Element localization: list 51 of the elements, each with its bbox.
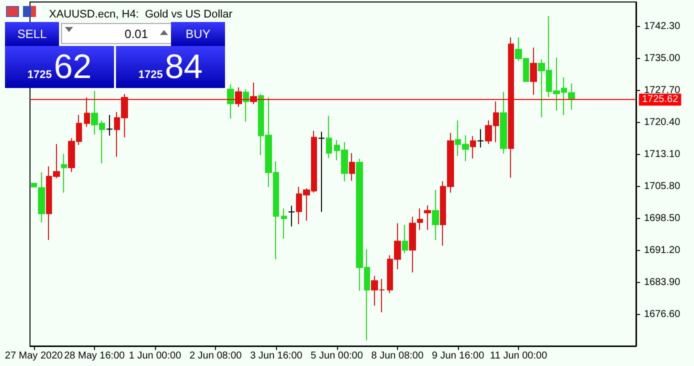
candlestick xyxy=(349,152,355,182)
candlestick xyxy=(281,208,287,240)
candlestick xyxy=(417,208,423,230)
y-tick-label: 1691.20 xyxy=(644,244,681,256)
candlestick xyxy=(84,97,90,128)
x-tick-label: 11 Jun 00:00 xyxy=(490,350,548,362)
candlestick xyxy=(106,114,113,136)
annotation: 84 xyxy=(164,48,203,86)
x-tick-label: 3 Jun 16:00 xyxy=(250,350,303,362)
x-tick-label: 28 May 16:00 xyxy=(64,350,126,362)
candlestick xyxy=(235,86,242,108)
annotation: 0.01 xyxy=(61,23,175,44)
candlestick xyxy=(530,47,537,96)
ref-line-label: 1725.62 xyxy=(642,94,679,106)
candlestick xyxy=(508,36,514,178)
y-tick-label: 1698.50 xyxy=(644,212,681,224)
candlestick xyxy=(61,154,67,194)
annotation: SELL xyxy=(5,22,59,46)
candlestick xyxy=(288,205,295,227)
x-tick-label: 5 Jun 00:00 xyxy=(310,350,364,362)
y-tick-label: 1676.60 xyxy=(644,308,681,320)
x-tick-label: 27 May 2020 xyxy=(4,350,64,362)
candlestick xyxy=(477,128,484,148)
annotation: BUY xyxy=(171,22,225,46)
x-tick-label: 9 Jun 16:00 xyxy=(432,350,485,362)
candlestick xyxy=(500,91,507,154)
candlestick xyxy=(432,189,439,240)
y-tick-label: 1735.00 xyxy=(644,53,681,64)
y-tick-label: 1705.80 xyxy=(644,180,681,192)
candlestick xyxy=(318,131,325,212)
candlestick xyxy=(38,172,45,223)
y-tick-label: 1720.40 xyxy=(644,117,681,128)
candlestick xyxy=(326,115,332,159)
candlestick xyxy=(409,216,416,273)
x-tick-label: 1 Jun 00:00 xyxy=(128,350,182,362)
candlestick xyxy=(424,204,431,230)
candlestick xyxy=(470,136,476,159)
annotation: 1725 xyxy=(138,69,163,81)
candlestick xyxy=(31,182,37,188)
annotation: 1725 xyxy=(27,69,52,81)
candlestick xyxy=(227,84,234,120)
candlestick xyxy=(243,88,249,122)
candlestick xyxy=(402,224,408,254)
annotation: 62 xyxy=(54,48,92,86)
x-tick-label: 8 Jun 08:00 xyxy=(371,350,424,362)
y-tick-label: 1727.70 xyxy=(644,85,681,96)
y-tick-label: 1683.90 xyxy=(644,276,681,288)
x-tick-label: 2 Jun 08:00 xyxy=(189,350,242,362)
y-tick-label: 1713.10 xyxy=(644,149,681,160)
y-tick-label: 1742.30 xyxy=(644,21,681,32)
text: XAUUSD.ecn, H4: Gold vs US Dollar xyxy=(49,8,233,20)
